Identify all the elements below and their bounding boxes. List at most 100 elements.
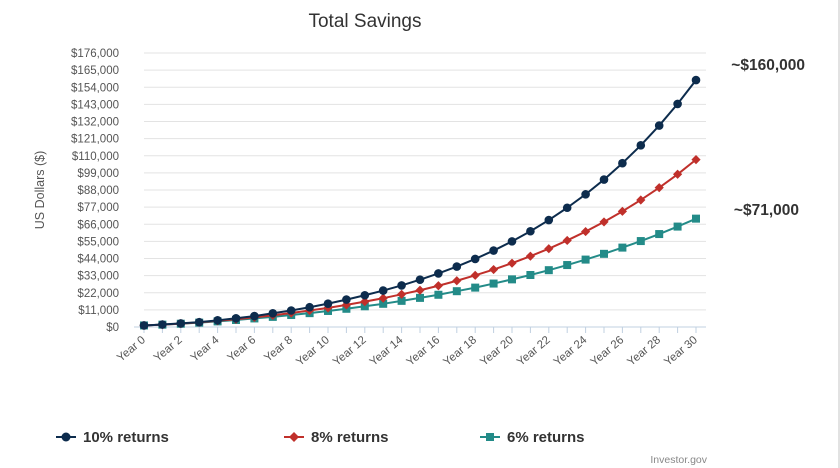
data-point-8pct-returns bbox=[489, 264, 499, 275]
y-tick-label: $33,000 bbox=[77, 271, 119, 283]
data-point-8pct-returns bbox=[562, 235, 572, 246]
data-point-6pct-returns bbox=[379, 299, 388, 308]
y-tick-label: $176,000 bbox=[71, 48, 119, 60]
y-axis-ticks: $0 $11,000 $22,000 $33,000 $44,000 $55,000 $66… bbox=[71, 48, 119, 334]
data-point-8pct-returns bbox=[617, 206, 627, 216]
data-point-10pct-returns bbox=[231, 313, 241, 323]
data-point-6pct-returns bbox=[600, 249, 608, 258]
data-point-10pct-returns bbox=[305, 302, 314, 312]
data-point-10pct-returns bbox=[581, 190, 590, 199]
legend-item-6pct[interactable]: 6% returns bbox=[480, 429, 585, 446]
data-point-6pct-returns bbox=[397, 296, 406, 305]
data-point-6pct-returns bbox=[471, 283, 480, 292]
data-point-10pct-returns bbox=[691, 75, 701, 85]
y-tick-label: $55,000 bbox=[77, 236, 119, 248]
data-point-10pct-returns bbox=[618, 158, 627, 168]
y-tick-label: $143,000 bbox=[71, 99, 119, 111]
data-point-8pct-returns bbox=[470, 270, 480, 280]
data-point-8pct-returns bbox=[360, 297, 370, 307]
legend-marker-square-icon bbox=[486, 433, 494, 441]
data-point-6pct-returns bbox=[673, 222, 682, 231]
data-point-10pct-returns bbox=[452, 262, 462, 271]
annotation-6pct: ~$71,000 bbox=[734, 202, 799, 219]
data-point-10pct-returns bbox=[415, 275, 425, 284]
x-axis: Year 0 Year 2 Year 4 Year 6 Year 8 Year 10 Yea… bbox=[115, 326, 706, 369]
data-point-6pct-returns bbox=[452, 287, 461, 296]
x-tick-label: Year 24 bbox=[552, 334, 590, 369]
grid-lines bbox=[144, 52, 706, 328]
data-point-6pct-returns bbox=[636, 237, 645, 246]
legend-item-8pct[interactable]: 8% returns bbox=[284, 429, 389, 446]
data-point-10pct-returns bbox=[378, 286, 388, 295]
x-tick-label: Year 14 bbox=[368, 334, 406, 369]
data-point-10pct-returns bbox=[507, 237, 517, 246]
series-group bbox=[139, 75, 701, 331]
data-point-6pct-returns bbox=[563, 261, 572, 270]
annotation-10pct: ~$160,000 bbox=[731, 57, 805, 74]
data-point-10pct-returns bbox=[250, 311, 259, 321]
x-tick-label: Year 20 bbox=[478, 334, 516, 368]
data-point-8pct-returns bbox=[581, 226, 591, 237]
data-point-10pct-returns bbox=[213, 316, 222, 325]
data-point-6pct-returns bbox=[544, 266, 553, 275]
y-tick-label: $44,000 bbox=[77, 254, 119, 266]
data-point-6pct-returns bbox=[434, 290, 443, 299]
x-tick-label: Year 4 bbox=[189, 334, 222, 365]
data-point-6pct-returns bbox=[618, 243, 627, 252]
data-point-6pct-returns bbox=[526, 271, 535, 280]
x-tick-label: Year 2 bbox=[152, 334, 185, 364]
legend-label-10pct: 10% returns bbox=[83, 429, 169, 446]
data-point-6pct-returns bbox=[692, 214, 700, 223]
y-tick-label: $132,000 bbox=[71, 117, 119, 129]
data-point-8pct-returns bbox=[654, 183, 664, 193]
data-point-8pct-returns bbox=[433, 281, 443, 291]
data-point-10pct-returns bbox=[599, 175, 609, 184]
data-point-8pct-returns bbox=[544, 244, 554, 254]
x-tick-label: Year 0 bbox=[115, 334, 148, 364]
data-point-10pct-returns bbox=[636, 141, 646, 150]
y-tick-label: $77,000 bbox=[77, 202, 119, 214]
data-point-6pct-returns bbox=[508, 275, 516, 284]
data-point-10pct-returns bbox=[139, 321, 149, 330]
right-edge-divider bbox=[838, 0, 840, 468]
x-tick-label: Year 18 bbox=[441, 334, 479, 368]
data-point-10pct-returns bbox=[562, 203, 572, 213]
legend: 10% returns 8% returns 6% returns bbox=[56, 429, 585, 446]
data-point-10pct-returns bbox=[286, 306, 296, 315]
x-tick-label: Year 6 bbox=[225, 334, 258, 364]
data-point-8pct-returns bbox=[397, 289, 407, 299]
y-tick-label: $154,000 bbox=[71, 82, 119, 94]
y-tick-label: $11,000 bbox=[78, 305, 119, 317]
data-point-6pct-returns bbox=[416, 293, 424, 302]
legend-label-8pct: 8% returns bbox=[311, 429, 389, 446]
data-point-8pct-returns bbox=[452, 276, 462, 286]
y-axis-label: US Dollars ($) bbox=[33, 151, 47, 230]
data-point-10pct-returns bbox=[489, 246, 498, 255]
x-tick-label: Year 12 bbox=[331, 334, 369, 368]
data-point-8pct-returns bbox=[415, 285, 425, 295]
y-tick-label: $66,000 bbox=[77, 219, 119, 231]
data-point-10pct-returns bbox=[268, 309, 278, 318]
data-point-10pct-returns bbox=[176, 319, 186, 328]
data-point-10pct-returns bbox=[434, 269, 443, 278]
data-point-10pct-returns bbox=[470, 254, 480, 264]
y-tick-label: $121,000 bbox=[71, 134, 119, 146]
legend-label-6pct: 6% returns bbox=[507, 429, 585, 446]
data-point-8pct-returns bbox=[691, 155, 701, 165]
data-point-10pct-returns bbox=[544, 215, 554, 225]
y-tick-label: $165,000 bbox=[71, 65, 119, 77]
data-point-6pct-returns bbox=[489, 279, 498, 288]
x-tick-label: Year 10 bbox=[294, 334, 332, 368]
credit-label[interactable]: Investor.gov bbox=[650, 454, 707, 466]
x-tick-label: Year 28 bbox=[625, 334, 663, 368]
x-tick-label: Year 26 bbox=[589, 334, 627, 368]
legend-item-10pct[interactable]: 10% returns bbox=[56, 429, 169, 446]
data-point-8pct-returns bbox=[673, 169, 683, 179]
data-point-10pct-returns bbox=[654, 121, 664, 130]
y-tick-label: $110,000 bbox=[72, 151, 119, 163]
data-point-6pct-returns bbox=[360, 302, 369, 311]
data-point-10pct-returns bbox=[673, 99, 682, 109]
y-tick-label: $22,000 bbox=[77, 288, 119, 300]
data-point-8pct-returns bbox=[636, 195, 646, 205]
